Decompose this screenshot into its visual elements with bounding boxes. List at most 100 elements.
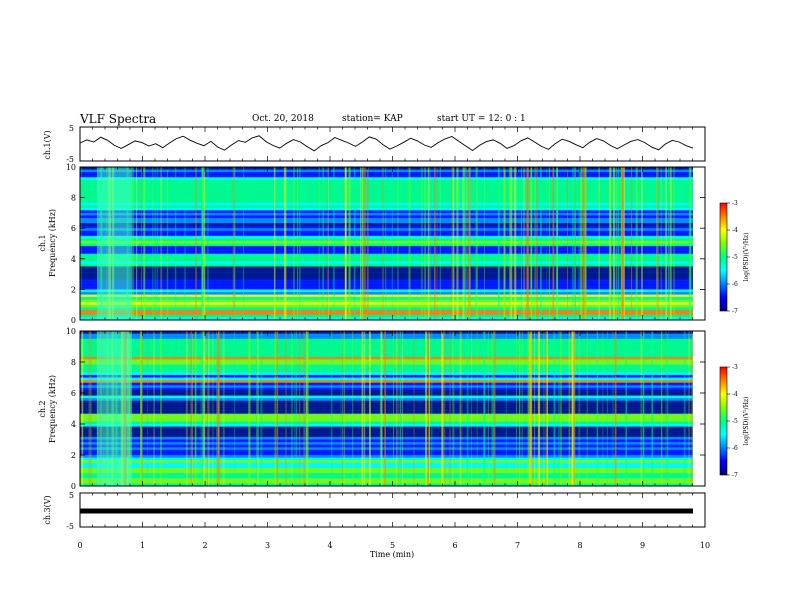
spec-impulse-column [285, 331, 287, 486]
spec-impulse-column [567, 167, 568, 320]
spec-impulse-column [691, 331, 693, 486]
spec-impulse-column [140, 331, 143, 486]
spec-impulse-column [523, 167, 525, 320]
spec-impulse-column [586, 331, 588, 486]
spec-impulse-column [516, 331, 517, 486]
spec-impulse-column [401, 331, 404, 486]
spec-band [80, 483, 693, 487]
spec-band [80, 297, 693, 300]
spec-band [80, 478, 693, 482]
ch2-spec-ytick-label: 10 [66, 327, 76, 336]
spec-impulse-column [571, 331, 573, 486]
spec-impulse-column [509, 167, 511, 320]
spec-impulse-column [192, 331, 193, 486]
spec-impulse-column [260, 331, 263, 486]
spec-band [80, 271, 693, 275]
x-tick-label: 8 [577, 541, 582, 550]
spec-impulse-column [510, 167, 513, 320]
spec-impulse-column [578, 331, 581, 486]
colorbar-tick-label: -4 [732, 391, 738, 398]
spec-band [80, 480, 693, 484]
spec-impulse-column [530, 331, 532, 486]
spec-band [80, 291, 693, 295]
spec-band [80, 457, 693, 461]
spec-band [80, 331, 693, 334]
spec-impulse-column [608, 167, 612, 320]
spec-impulse-column [612, 331, 614, 486]
spec-impulse-column [369, 331, 371, 486]
spec-impulse-column [683, 331, 686, 486]
spec-impulse-column [526, 167, 529, 320]
spec-impulse-column [505, 331, 507, 486]
figure-title: VLF Spectra [80, 112, 157, 126]
spec-empty-tail [693, 331, 705, 486]
spec-impulse-column [212, 331, 214, 486]
spec-impulse-column [631, 167, 633, 320]
spec-impulse-column [141, 167, 142, 320]
spec-impulse-column [396, 331, 398, 486]
spec-impulse-column [534, 167, 536, 320]
spec-impulse-column [635, 167, 638, 320]
x-tick-label: 1 [140, 541, 145, 550]
spec-impulse-column [545, 331, 547, 486]
spec-impulse-column [318, 167, 320, 320]
spec-band [80, 333, 693, 337]
spec-empty-tail [693, 167, 705, 320]
ch1-ylabel: ch.1(V) [43, 130, 52, 159]
spec-impulse-column [293, 167, 295, 320]
spec-impulse-column [328, 167, 329, 320]
spec-impulse-column [323, 167, 324, 320]
spec-band [80, 294, 693, 298]
spec-impulse-column [540, 167, 542, 320]
spec-band [80, 470, 693, 474]
spec-band [80, 269, 693, 272]
x-tick-label: 10 [700, 541, 710, 550]
spec-impulse-column [200, 331, 201, 486]
x-tick-label: 2 [202, 541, 207, 550]
spec-impulse-column [521, 167, 522, 320]
spec-impulse-column [529, 331, 532, 486]
ch1-spec-ylabel-channel: ch.1 [38, 234, 47, 251]
spec-impulse-column [397, 331, 399, 486]
spec-band [80, 439, 693, 443]
spec-band [80, 261, 693, 265]
spec-band [80, 465, 693, 469]
spec-impulse-column [688, 331, 690, 486]
spec-impulse-column [303, 331, 305, 486]
spec-impulse-column [425, 331, 427, 486]
spec-impulse-column [660, 167, 662, 320]
spec-impulse-column [667, 167, 670, 320]
spec-band [80, 246, 693, 249]
spec-impulse-column [688, 167, 691, 320]
spec-impulse-column [384, 331, 386, 486]
spec-impulse-column [548, 167, 550, 320]
spec-band [80, 258, 693, 262]
spec-impulse-column [361, 167, 364, 320]
x-axis-tick-labels: 0 1 2 3 4 5 6 7 8 9 10 [77, 541, 710, 550]
spec-impulse-column [152, 167, 154, 320]
colorbar-tick-label: -4 [732, 227, 738, 234]
spec-impulse-column [573, 331, 575, 486]
spec-impulse-column [201, 167, 203, 320]
spec-band [80, 299, 693, 303]
spec-impulse-column [462, 167, 465, 320]
spec-impulse-column [527, 331, 530, 486]
spec-impulse-column [558, 331, 560, 486]
spec-band [80, 243, 693, 247]
spec-impulse-column [615, 167, 618, 320]
spec-impulse-column [556, 167, 558, 320]
spec-impulse-column [553, 331, 556, 486]
spec-impulse-column [449, 331, 452, 486]
spec-band [80, 449, 693, 453]
ch2-spec-ylabel-freq: Frequency (kHz) [48, 375, 57, 443]
spec-impulse-column [379, 331, 382, 486]
spec-band [80, 398, 693, 402]
spec-impulse-column [523, 167, 525, 320]
spec-band [80, 436, 693, 440]
spec-impulse-column [606, 331, 608, 486]
ch3-ylabel: ch.3(V) [43, 495, 52, 524]
spec-impulse-column [276, 331, 279, 486]
spec-impulse-column [361, 331, 363, 486]
spec-impulse-column [430, 331, 433, 486]
x-tick-label: 0 [77, 541, 82, 550]
